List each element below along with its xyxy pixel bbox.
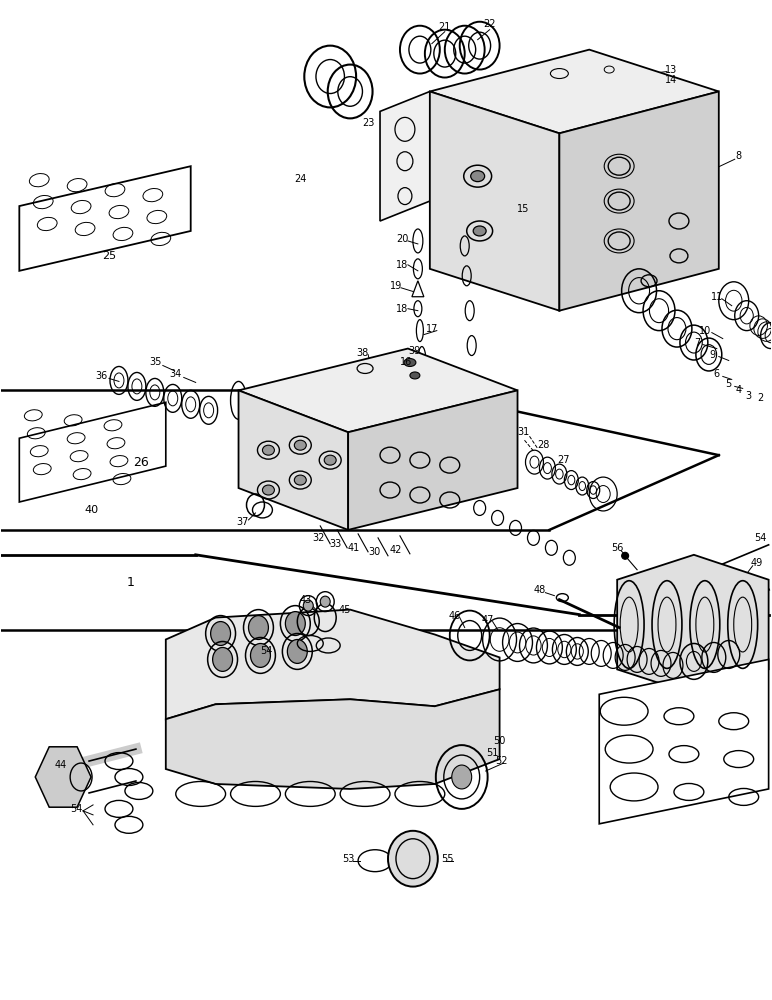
Text: 14: 14 bbox=[665, 75, 677, 85]
Text: 48: 48 bbox=[533, 585, 546, 595]
Ellipse shape bbox=[388, 831, 438, 887]
Text: 46: 46 bbox=[449, 611, 461, 621]
Ellipse shape bbox=[324, 455, 336, 465]
Text: 37: 37 bbox=[236, 517, 249, 527]
Polygon shape bbox=[348, 390, 517, 530]
Text: 30: 30 bbox=[368, 547, 380, 557]
Text: 3: 3 bbox=[746, 391, 752, 401]
Text: 21: 21 bbox=[438, 22, 451, 32]
Text: 16: 16 bbox=[400, 357, 412, 367]
Text: 44: 44 bbox=[55, 760, 67, 770]
Polygon shape bbox=[239, 349, 517, 432]
Text: 40: 40 bbox=[84, 505, 98, 515]
Text: 26: 26 bbox=[133, 456, 149, 469]
Text: 31: 31 bbox=[517, 427, 530, 437]
Polygon shape bbox=[19, 402, 166, 502]
Text: 53: 53 bbox=[342, 854, 354, 864]
Ellipse shape bbox=[452, 765, 472, 789]
Ellipse shape bbox=[212, 647, 232, 671]
Text: 20: 20 bbox=[396, 234, 408, 244]
Ellipse shape bbox=[294, 440, 306, 450]
Text: 5: 5 bbox=[726, 379, 732, 389]
Text: 25: 25 bbox=[102, 251, 116, 261]
Ellipse shape bbox=[303, 600, 313, 611]
Text: 8: 8 bbox=[736, 151, 742, 161]
Text: 18: 18 bbox=[396, 260, 408, 270]
Text: 32: 32 bbox=[312, 533, 324, 543]
Text: 33: 33 bbox=[329, 539, 341, 549]
Ellipse shape bbox=[294, 475, 306, 485]
Text: 17: 17 bbox=[425, 324, 438, 334]
Polygon shape bbox=[412, 281, 424, 297]
Ellipse shape bbox=[262, 445, 274, 455]
Ellipse shape bbox=[211, 622, 231, 645]
Text: 54: 54 bbox=[70, 804, 83, 814]
Text: 24: 24 bbox=[294, 174, 306, 184]
Text: 54: 54 bbox=[754, 533, 767, 543]
Ellipse shape bbox=[471, 171, 485, 182]
Polygon shape bbox=[166, 610, 499, 719]
Text: 52: 52 bbox=[496, 756, 508, 766]
Text: 43: 43 bbox=[300, 595, 311, 605]
Text: 35: 35 bbox=[150, 357, 162, 367]
Text: 4: 4 bbox=[736, 385, 742, 395]
Text: 50: 50 bbox=[493, 736, 506, 746]
Polygon shape bbox=[560, 91, 719, 311]
Text: 2: 2 bbox=[757, 393, 764, 403]
Ellipse shape bbox=[473, 226, 486, 236]
Text: 49: 49 bbox=[750, 558, 763, 568]
Polygon shape bbox=[617, 555, 769, 694]
Polygon shape bbox=[239, 390, 348, 530]
Text: 23: 23 bbox=[362, 118, 374, 128]
Text: 6: 6 bbox=[714, 369, 720, 379]
Text: 47: 47 bbox=[482, 615, 494, 625]
Polygon shape bbox=[19, 166, 191, 271]
Polygon shape bbox=[36, 747, 91, 807]
Ellipse shape bbox=[262, 485, 274, 495]
Text: 34: 34 bbox=[170, 369, 182, 379]
Text: 51: 51 bbox=[486, 748, 499, 758]
Text: 39: 39 bbox=[408, 346, 421, 356]
Text: 42: 42 bbox=[390, 545, 402, 555]
Text: 1: 1 bbox=[127, 576, 135, 589]
Polygon shape bbox=[380, 91, 430, 221]
Ellipse shape bbox=[621, 552, 628, 559]
Ellipse shape bbox=[250, 643, 270, 667]
Text: 18: 18 bbox=[396, 304, 408, 314]
Text: 55: 55 bbox=[442, 854, 454, 864]
Text: 22: 22 bbox=[483, 19, 496, 29]
Text: 27: 27 bbox=[557, 455, 570, 465]
Polygon shape bbox=[430, 50, 719, 133]
Polygon shape bbox=[166, 689, 499, 789]
Text: 38: 38 bbox=[356, 348, 368, 358]
Ellipse shape bbox=[410, 372, 420, 379]
Ellipse shape bbox=[286, 612, 305, 636]
Text: 10: 10 bbox=[699, 326, 711, 336]
Text: 15: 15 bbox=[517, 204, 530, 214]
Text: 45: 45 bbox=[339, 605, 351, 615]
Text: 7: 7 bbox=[694, 338, 700, 348]
Text: 13: 13 bbox=[665, 65, 677, 75]
Text: 54: 54 bbox=[260, 646, 273, 656]
Ellipse shape bbox=[249, 616, 269, 639]
Text: 36: 36 bbox=[95, 371, 107, 381]
Text: 28: 28 bbox=[537, 440, 550, 450]
Polygon shape bbox=[430, 91, 560, 311]
Text: 11: 11 bbox=[711, 292, 723, 302]
Ellipse shape bbox=[320, 596, 330, 607]
Polygon shape bbox=[599, 659, 769, 824]
Text: 9: 9 bbox=[709, 350, 716, 360]
Text: 41: 41 bbox=[348, 543, 361, 553]
Ellipse shape bbox=[404, 359, 416, 366]
Text: 19: 19 bbox=[390, 281, 402, 291]
Ellipse shape bbox=[287, 639, 307, 663]
Text: 56: 56 bbox=[611, 543, 623, 553]
